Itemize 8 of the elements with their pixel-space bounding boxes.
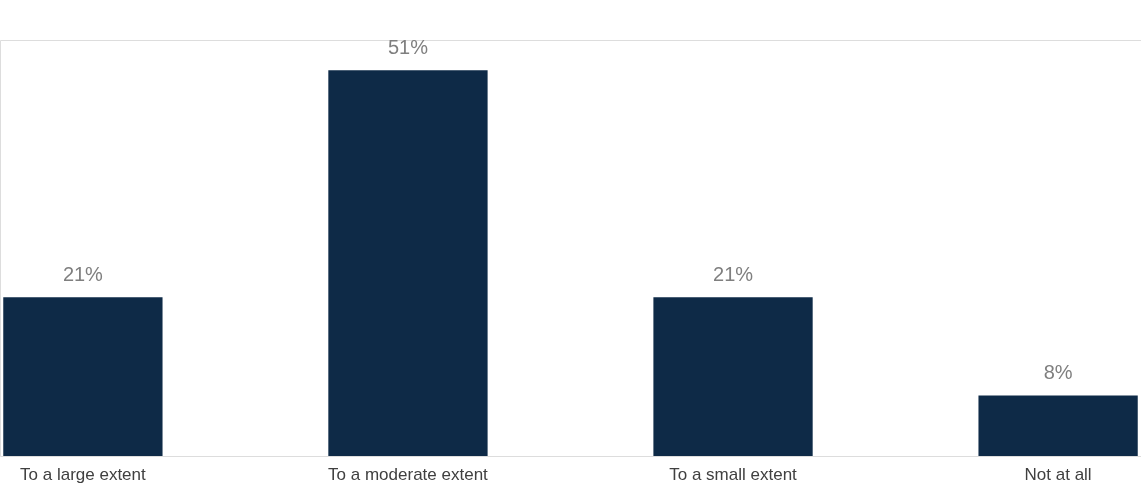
data-label: 51%: [387, 36, 429, 59]
data-label: 8%: [1043, 361, 1073, 384]
data-label: 21%: [62, 263, 104, 286]
data-label: 21%: [713, 263, 754, 286]
x-tick-label: To a large extent: [20, 464, 147, 484]
x-tick-label: To a small extent: [669, 464, 798, 484]
x-tick-label: To a moderate extent: [328, 464, 489, 484]
x-tick-label: Not at all: [1024, 464, 1092, 484]
